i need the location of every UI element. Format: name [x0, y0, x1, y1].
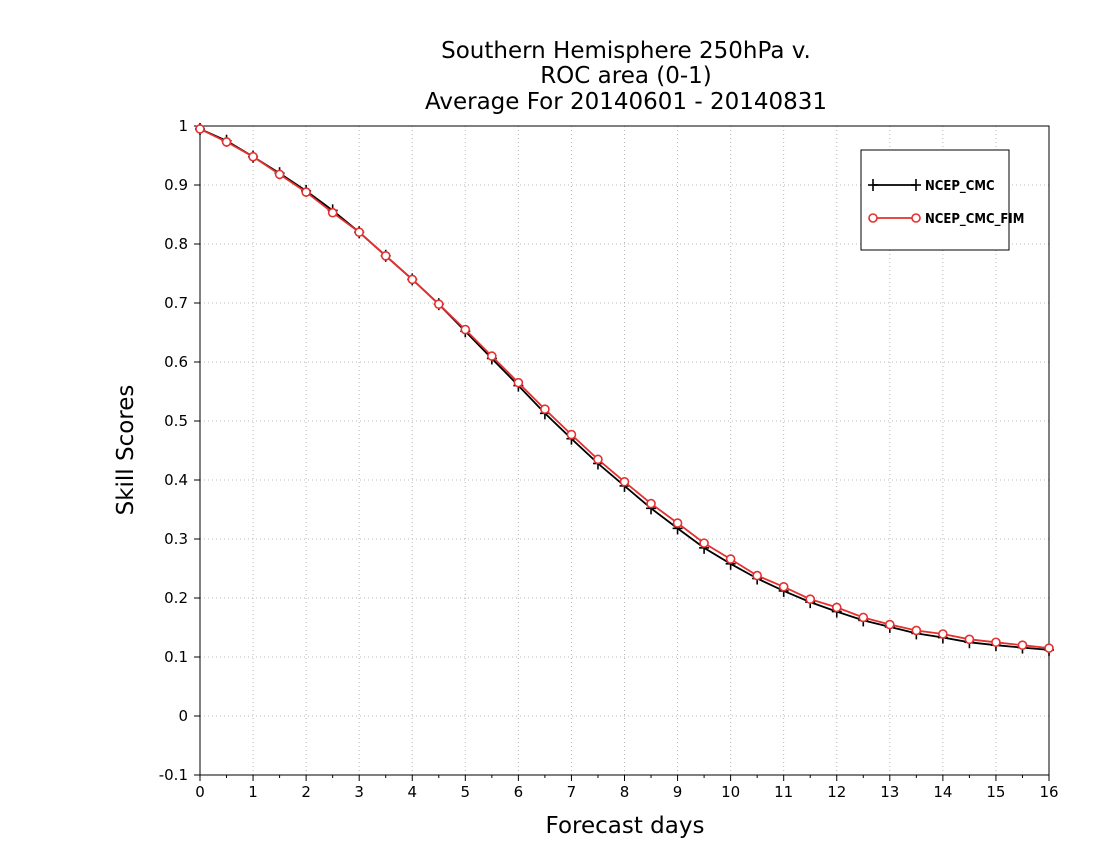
x-tick-label: 14	[933, 783, 952, 801]
data-point	[619, 476, 630, 487]
x-tick-label: 11	[774, 783, 793, 801]
data-point	[752, 570, 762, 581]
legend-entry: NCEP_CMC_FIM	[868, 212, 1024, 227]
data-point	[460, 324, 471, 335]
legend-swatch-marker	[911, 213, 921, 223]
x-tick-label: 6	[514, 783, 524, 801]
x-tick-label: 3	[354, 783, 364, 801]
chart-title-line-2: ROC area (0-1)	[540, 63, 712, 89]
y-tick-label: -0.1	[159, 766, 188, 784]
x-tick-label: 13	[880, 783, 899, 801]
legend-items: NCEP_CMC NCEP_CMC_FIM	[868, 179, 1024, 227]
y-tick-label: 0.3	[164, 530, 188, 548]
data-point	[1017, 640, 1028, 651]
data-point	[646, 498, 656, 509]
x-tick-label: 5	[461, 783, 471, 801]
data-point	[407, 274, 418, 285]
y-tick-label: 0.8	[164, 235, 188, 253]
data-point	[831, 602, 842, 613]
data-point	[540, 404, 550, 415]
data-point	[274, 169, 285, 180]
data-point	[248, 151, 258, 162]
legend: NCEP_CMC NCEP_CMC_FIM	[860, 149, 1024, 251]
data-point	[778, 581, 789, 592]
y-tick-label: 0.2	[164, 589, 188, 607]
chart-title-line-1: Southern Hemisphere 250hPa v.	[441, 38, 811, 64]
y-tick-label: 0.5	[164, 412, 188, 430]
x-tick-label: 16	[1039, 783, 1058, 801]
legend-entry: NCEP_CMC	[868, 179, 995, 194]
data-point	[513, 377, 524, 388]
y-tick-label: 0.7	[164, 294, 188, 312]
data-point	[301, 187, 311, 197]
y-tick-label: 0.9	[164, 176, 188, 194]
data-point	[221, 137, 232, 147]
x-tick-label: 15	[986, 783, 1005, 801]
axis-ticks: 0 1 2 3 4 5 6 7 8 9 10 11 12 13 14 15 1610.90.80.70.60.5…	[159, 117, 1059, 801]
y-tick-label: 1	[178, 117, 188, 135]
data-point	[699, 538, 709, 548]
data-point	[725, 554, 736, 564]
x-tick-label: 9	[673, 783, 683, 801]
x-tick-label: 0	[195, 783, 205, 801]
legend-swatch-marker	[911, 179, 921, 191]
data-point	[195, 124, 205, 134]
data-point	[885, 619, 895, 630]
data-point	[380, 251, 391, 261]
data-point	[672, 518, 683, 528]
x-axis-label: Forecast days	[546, 813, 705, 839]
legend-swatch-marker	[868, 213, 878, 223]
legend-box	[860, 149, 1010, 251]
legend-label: NCEP_CMC	[925, 179, 995, 194]
x-tick-label: 7	[567, 783, 577, 801]
legend-label: NCEP_CMC_FIM	[925, 212, 1024, 227]
data-point	[805, 594, 816, 604]
series-group	[195, 122, 1054, 656]
chart-title: Southern Hemisphere 250hPa v. ROC area (…	[425, 38, 827, 115]
data-point	[354, 227, 364, 237]
series-ncep-cmc-fim	[195, 124, 1054, 653]
x-tick-label: 4	[407, 783, 417, 801]
y-tick-label: 0	[178, 707, 188, 725]
data-point	[911, 625, 922, 636]
data-point	[991, 637, 1001, 648]
data-point	[566, 429, 577, 440]
data-point	[433, 299, 444, 309]
chart-title-line-3: Average For 20140601 - 20140831	[425, 89, 827, 115]
plot-frame	[199, 125, 1050, 776]
data-point	[938, 629, 948, 639]
x-tick-label: 1	[248, 783, 258, 801]
x-tick-label: 12	[827, 783, 846, 801]
x-tick-label: 8	[620, 783, 630, 801]
legend-swatch-marker	[868, 179, 878, 191]
y-tick-label: 0.6	[164, 353, 188, 371]
x-tick-label: 2	[301, 783, 311, 801]
data-point	[1044, 643, 1054, 653]
data-point	[964, 634, 975, 645]
data-point	[858, 612, 869, 623]
data-point	[327, 207, 338, 218]
data-point	[487, 351, 497, 361]
y-tick-label: 0.1	[164, 648, 188, 666]
y-tick-label: 0.4	[164, 471, 188, 489]
data-point	[593, 454, 603, 465]
x-tick-label: 10	[721, 783, 740, 801]
y-axis-label: Skill Scores	[113, 385, 139, 516]
